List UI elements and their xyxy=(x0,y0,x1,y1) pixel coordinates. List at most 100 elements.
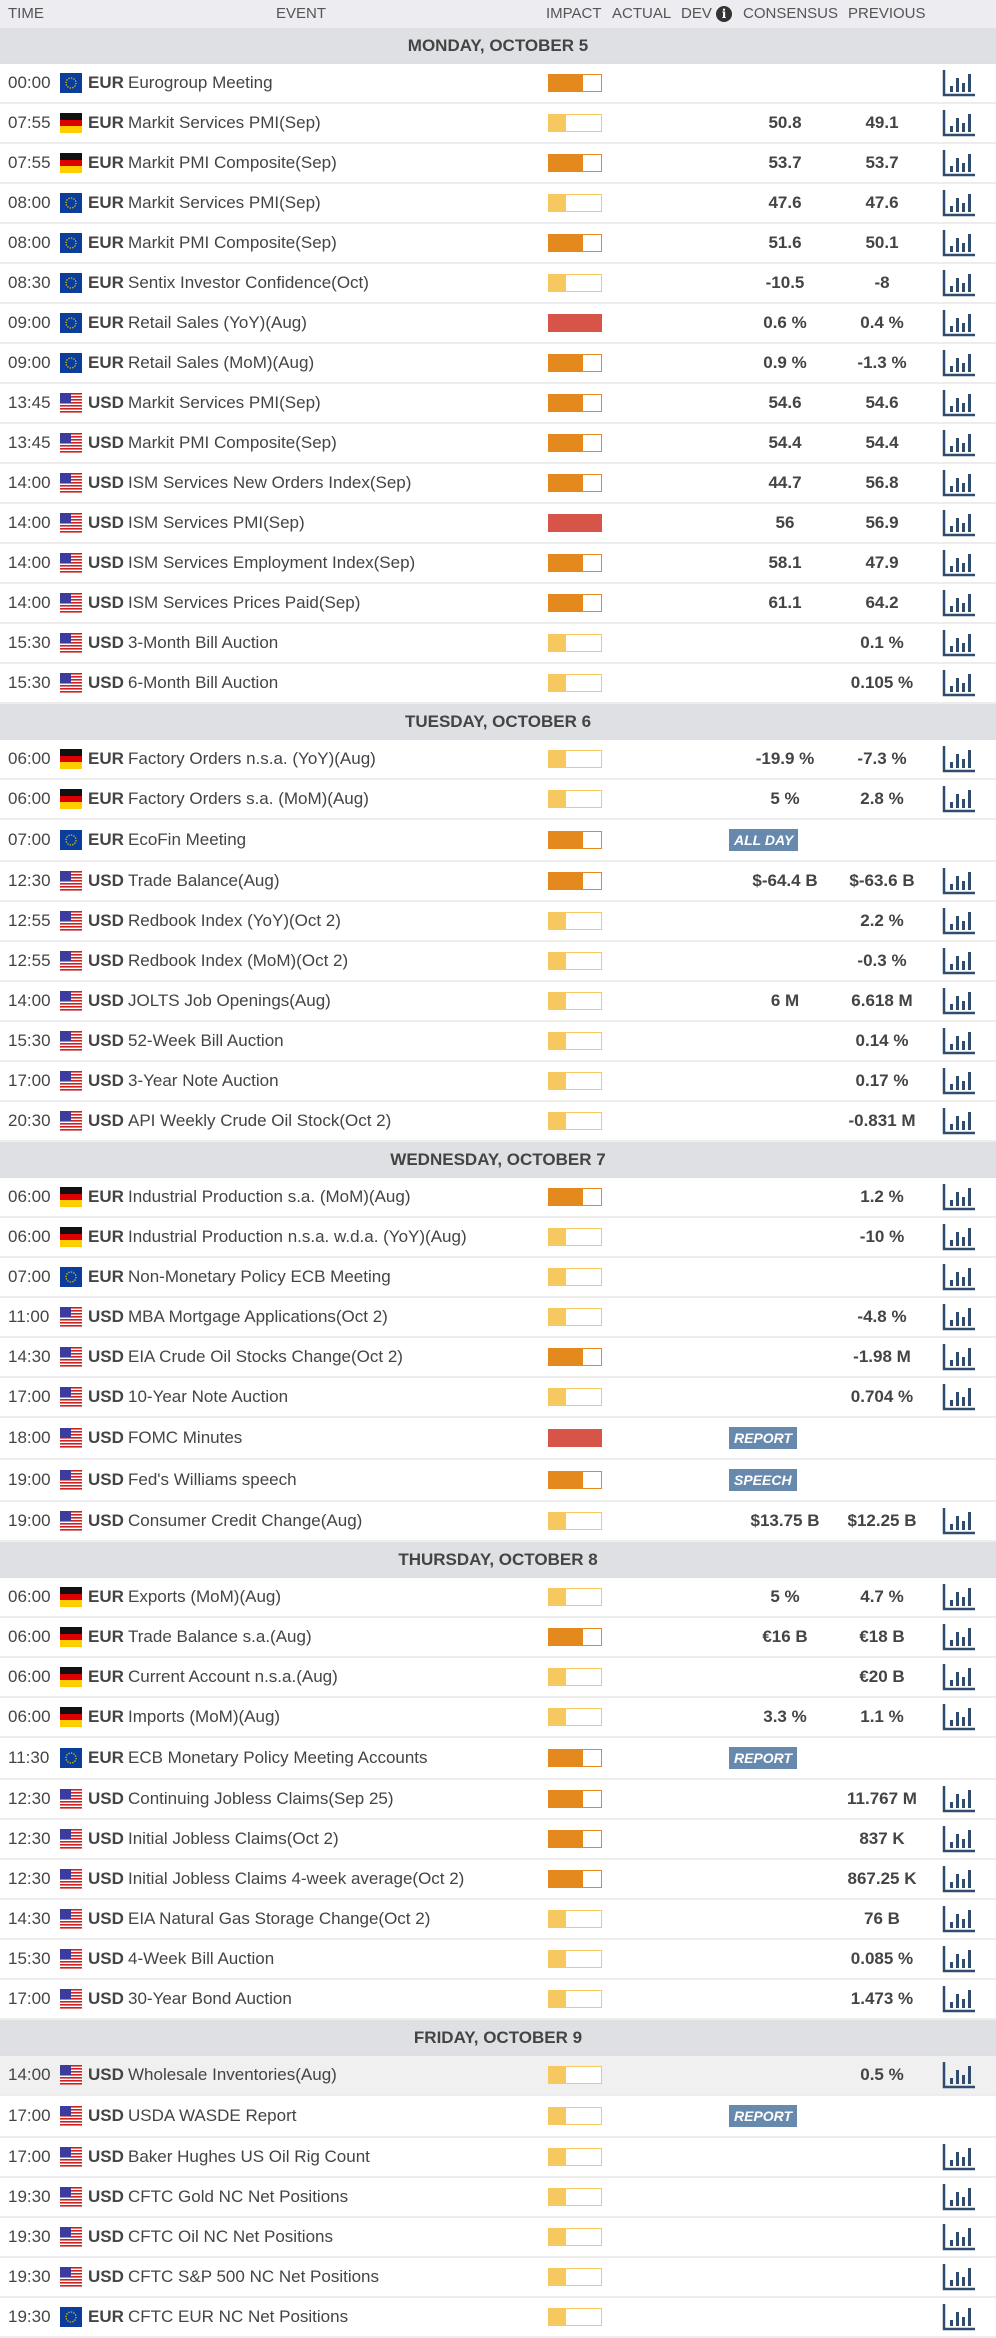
info-icon[interactable]: i xyxy=(716,6,732,22)
event-row[interactable]: 15:30 USD 52-Week Bill Auction 0.14 % xyxy=(0,1022,996,1062)
event-name[interactable]: Trade Balance s.a.(Aug) xyxy=(128,1627,312,1646)
event-name[interactable]: CFTC EUR NC Net Positions xyxy=(128,2307,349,2326)
chart-icon[interactable] xyxy=(942,1107,976,1135)
event-row[interactable]: 07:00 EUR Non-Monetary Policy ECB Meeting xyxy=(0,1258,996,1298)
event-row[interactable]: 17:00 USD Baker Hughes US Oil Rig Count xyxy=(0,2138,996,2178)
chart-icon[interactable] xyxy=(942,1183,976,1211)
chart-icon[interactable] xyxy=(942,1223,976,1251)
chart-icon[interactable] xyxy=(942,269,976,297)
event-name[interactable]: CFTC Oil NC Net Positions xyxy=(128,2227,333,2246)
event-row[interactable]: 12:30 USD Trade Balance(Aug) $-64.4 B $-63.6… xyxy=(0,862,996,902)
event-row[interactable]: 06:00 EUR Industrial Production s.a. (MoM)… xyxy=(0,1178,996,1218)
event-row[interactable]: 15:30 USD 6-Month Bill Auction 0.105 % xyxy=(0,664,996,704)
chart-icon[interactable] xyxy=(942,1703,976,1731)
event-row[interactable]: 19:00 USD Fed's Williams speech SPEECH xyxy=(0,1460,996,1502)
event-row[interactable]: 06:00 EUR Imports (MoM)(Aug) 3.3 % 1.1 % xyxy=(0,1698,996,1738)
event-row[interactable]: 17:00 USD 30-Year Bond Auction 1.473 % xyxy=(0,1980,996,2020)
chart-icon[interactable] xyxy=(942,2303,976,2331)
event-name[interactable]: MBA Mortgage Applications(Oct 2) xyxy=(128,1307,388,1326)
event-row[interactable]: 07:55 EUR Markit PMI Composite(Sep) 53.7 53.… xyxy=(0,144,996,184)
event-row[interactable]: 14:00 USD JOLTS Job Openings(Aug) 6 M 6.618 … xyxy=(0,982,996,1022)
event-row[interactable]: 06:00 EUR Industrial Production n.s.a. w.d… xyxy=(0,1218,996,1258)
chart-icon[interactable] xyxy=(942,429,976,457)
event-name[interactable]: Factory Orders n.s.a. (YoY)(Aug) xyxy=(128,749,376,768)
event-name[interactable]: Baker Hughes US Oil Rig Count xyxy=(128,2147,370,2166)
event-name[interactable]: ISM Services PMI(Sep) xyxy=(128,513,305,532)
event-name[interactable]: Continuing Jobless Claims(Sep 25) xyxy=(128,1789,394,1808)
chart-icon[interactable] xyxy=(942,1623,976,1651)
event-name[interactable]: API Weekly Crude Oil Stock(Oct 2) xyxy=(128,1111,392,1130)
event-row[interactable]: 12:30 USD Initial Jobless Claims(Oct 2) 837… xyxy=(0,1820,996,1860)
event-name[interactable]: Non-Monetary Policy ECB Meeting xyxy=(128,1267,391,1286)
event-name[interactable]: EIA Crude Oil Stocks Change(Oct 2) xyxy=(128,1347,403,1366)
event-name[interactable]: EcoFin Meeting xyxy=(128,830,247,849)
event-name[interactable]: Wholesale Inventories(Aug) xyxy=(128,2065,337,2084)
chart-icon[interactable] xyxy=(942,149,976,177)
event-name[interactable]: CFTC Gold NC Net Positions xyxy=(128,2187,349,2206)
chart-icon[interactable] xyxy=(942,549,976,577)
chart-icon[interactable] xyxy=(942,1945,976,1973)
event-name[interactable]: Retail Sales (YoY)(Aug) xyxy=(128,313,307,332)
event-row[interactable]: 15:30 USD 3-Month Bill Auction 0.1 % xyxy=(0,624,996,664)
event-name[interactable]: Current Account n.s.a.(Aug) xyxy=(128,1667,338,1686)
event-badge[interactable]: ALL DAY xyxy=(729,829,799,851)
chart-icon[interactable] xyxy=(942,1263,976,1291)
event-row[interactable]: 14:00 USD ISM Services Prices Paid(Sep) 61.… xyxy=(0,584,996,624)
event-name[interactable]: Retail Sales (MoM)(Aug) xyxy=(128,353,315,372)
event-row[interactable]: 17:00 USD USDA WASDE Report REPORT xyxy=(0,2096,996,2138)
event-name[interactable]: 10-Year Note Auction xyxy=(128,1387,289,1406)
event-badge[interactable]: SPEECH xyxy=(729,1469,797,1491)
chart-icon[interactable] xyxy=(942,1507,976,1535)
event-row[interactable]: 00:00 EUR Eurogroup Meeting xyxy=(0,64,996,104)
event-name[interactable]: Trade Balance(Aug) xyxy=(128,871,280,890)
event-name[interactable]: EIA Natural Gas Storage Change(Oct 2) xyxy=(128,1909,431,1928)
event-row[interactable]: 14:00 USD Wholesale Inventories(Aug) 0.5 % xyxy=(0,2056,996,2096)
event-name[interactable]: FOMC Minutes xyxy=(128,1428,243,1447)
chart-icon[interactable] xyxy=(942,1825,976,1853)
event-row[interactable]: 06:00 EUR Factory Orders n.s.a. (YoY)(Aug)… xyxy=(0,740,996,780)
event-row[interactable]: 12:30 USD Initial Jobless Claims 4-week av… xyxy=(0,1860,996,1900)
event-name[interactable]: Industrial Production n.s.a. w.d.a. (YoY… xyxy=(128,1227,467,1246)
event-row[interactable]: 07:00 EUR EcoFin Meeting ALL DAY xyxy=(0,820,996,862)
event-row[interactable]: 11:00 USD MBA Mortgage Applications(Oct 2)… xyxy=(0,1298,996,1338)
event-name[interactable]: Redbook Index (YoY)(Oct 2) xyxy=(128,911,341,930)
event-row[interactable]: 12:55 USD Redbook Index (MoM)(Oct 2) -0.3 % xyxy=(0,942,996,982)
event-name[interactable]: Markit Services PMI(Sep) xyxy=(128,193,321,212)
chart-icon[interactable] xyxy=(942,1785,976,1813)
chart-icon[interactable] xyxy=(942,2183,976,2211)
event-row[interactable]: 14:00 USD ISM Services Employment Index(Se… xyxy=(0,544,996,584)
chart-icon[interactable] xyxy=(942,1067,976,1095)
chart-icon[interactable] xyxy=(942,745,976,773)
event-row[interactable]: 08:00 EUR Markit Services PMI(Sep) 47.6 47.6 xyxy=(0,184,996,224)
event-row[interactable]: 19:30 USD CFTC S&P 500 NC Net Positions xyxy=(0,2258,996,2298)
event-name[interactable]: Consumer Credit Change(Aug) xyxy=(128,1511,363,1530)
chart-icon[interactable] xyxy=(942,629,976,657)
event-row[interactable]: 18:00 USD FOMC Minutes REPORT xyxy=(0,1418,996,1460)
event-row[interactable]: 09:00 EUR Retail Sales (MoM)(Aug) 0.9 % -1.3… xyxy=(0,344,996,384)
event-row[interactable]: 15:30 USD 4-Week Bill Auction 0.085 % xyxy=(0,1940,996,1980)
chart-icon[interactable] xyxy=(942,309,976,337)
event-row[interactable]: 19:30 USD CFTC Oil NC Net Positions xyxy=(0,2218,996,2258)
event-row[interactable]: 14:30 USD EIA Natural Gas Storage Change(O… xyxy=(0,1900,996,1940)
event-row[interactable]: 13:45 USD Markit PMI Composite(Sep) 54.4 54.… xyxy=(0,424,996,464)
event-name[interactable]: Industrial Production s.a. (MoM)(Aug) xyxy=(128,1187,411,1206)
chart-icon[interactable] xyxy=(942,1383,976,1411)
chart-icon[interactable] xyxy=(942,907,976,935)
chart-icon[interactable] xyxy=(942,509,976,537)
event-row[interactable]: 11:30 EUR ECB Monetary Policy Meeting Acco… xyxy=(0,1738,996,1780)
chart-icon[interactable] xyxy=(942,1663,976,1691)
chart-icon[interactable] xyxy=(942,189,976,217)
event-name[interactable]: Factory Orders s.a. (MoM)(Aug) xyxy=(128,789,369,808)
event-row[interactable]: 19:00 USD Consumer Credit Change(Aug) $13.7… xyxy=(0,1502,996,1542)
event-name[interactable]: Fed's Williams speech xyxy=(128,1470,297,1489)
chart-icon[interactable] xyxy=(942,1583,976,1611)
event-name[interactable]: Eurogroup Meeting xyxy=(128,73,273,92)
event-name[interactable]: ISM Services Employment Index(Sep) xyxy=(128,553,416,572)
event-row[interactable]: 06:00 EUR Exports (MoM)(Aug) 5 % 4.7 % xyxy=(0,1578,996,1618)
event-row[interactable]: 06:00 EUR Factory Orders s.a. (MoM)(Aug) 5 … xyxy=(0,780,996,820)
event-name[interactable]: 3-Year Note Auction xyxy=(128,1071,279,1090)
event-name[interactable]: USDA WASDE Report xyxy=(128,2106,297,2125)
event-row[interactable]: 19:30 EUR CFTC EUR NC Net Positions xyxy=(0,2298,996,2338)
event-badge[interactable]: REPORT xyxy=(729,2105,798,2127)
event-name[interactable]: ISM Services Prices Paid(Sep) xyxy=(128,593,361,612)
